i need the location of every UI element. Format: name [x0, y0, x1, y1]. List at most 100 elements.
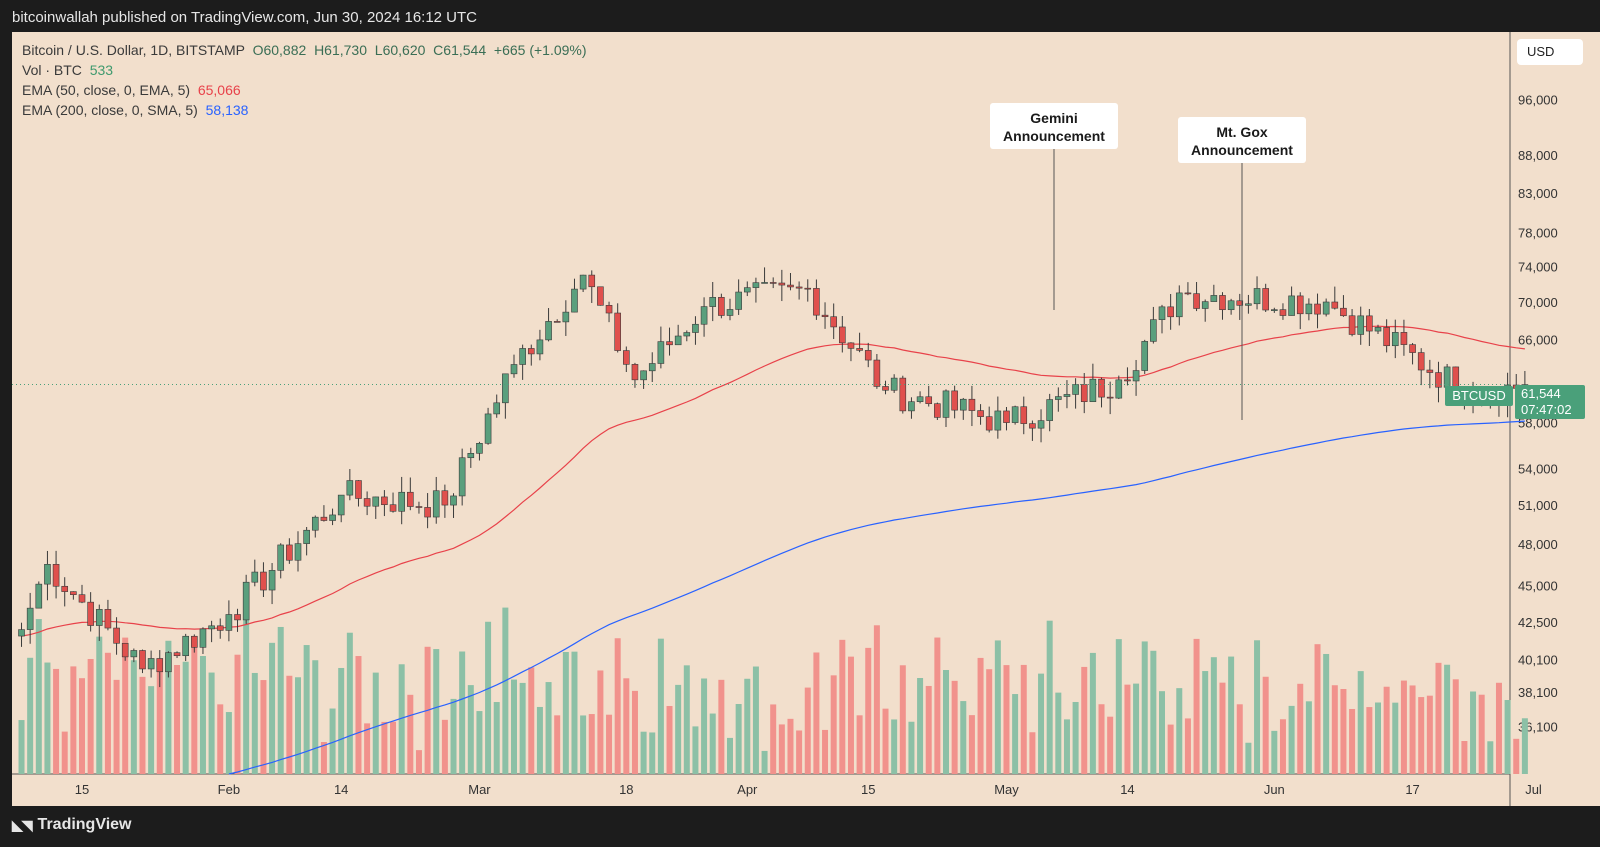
volume-bar — [934, 637, 941, 774]
volume-bar — [1340, 689, 1347, 774]
candle-body — [1348, 315, 1356, 335]
candle-body — [458, 457, 466, 497]
volume-bar — [1521, 718, 1528, 774]
candle-body — [1262, 288, 1269, 311]
candle-body — [1072, 384, 1079, 395]
legend-open: O60,882 — [252, 42, 307, 58]
candle-body — [484, 413, 492, 444]
candle-body — [813, 288, 820, 316]
volume-bar — [303, 645, 310, 774]
volume-bar — [554, 715, 561, 774]
volume-bar — [1193, 638, 1200, 774]
candle-body — [1124, 379, 1131, 382]
candle-body — [311, 516, 319, 531]
candle-body — [1245, 303, 1252, 306]
volume-bar — [390, 721, 397, 774]
legend-low: L60,620 — [374, 42, 426, 58]
candle-body — [502, 373, 509, 404]
volume-bar — [830, 675, 837, 774]
volume-bar — [139, 676, 146, 774]
volume-bar — [511, 679, 517, 774]
volume-bar — [822, 729, 829, 774]
chart-legend: Bitcoin / U.S. Dollar, 1D, BITSTAMP O60,… — [22, 40, 587, 120]
candle-body — [571, 288, 578, 313]
volume-bar — [623, 678, 630, 774]
candle-body — [856, 348, 863, 351]
candle-body — [735, 291, 742, 310]
time-axis-tick-label: 14 — [334, 782, 348, 797]
volume-bar — [441, 719, 448, 774]
volume-bar — [18, 720, 25, 774]
gemini-annotation[interactable]: Gemini Announcement — [990, 103, 1118, 149]
currency-button[interactable]: USD — [1517, 39, 1583, 65]
price-axis-tick-label: 96,000 — [1518, 92, 1558, 107]
volume-bar — [1063, 719, 1070, 774]
candle-body — [1331, 301, 1339, 309]
volume-bar — [1176, 688, 1183, 774]
volume-bar — [130, 660, 137, 774]
legend-ema200-label[interactable]: EMA (200, close, 0, SMA, 5) — [22, 102, 198, 118]
volume-bar — [182, 661, 189, 774]
volume-bar — [355, 656, 362, 774]
volume-bar — [96, 636, 103, 774]
volume-bar — [320, 742, 327, 774]
legend-ema50-row: EMA (50, close, 0, EMA, 5) 65,066 — [22, 80, 587, 100]
candle-body — [864, 350, 872, 361]
gemini-annotation-line1: Gemini — [1030, 110, 1078, 126]
legend-symbol[interactable]: Bitcoin / U.S. Dollar, 1D, BITSTAMP — [22, 42, 245, 58]
volume-bar — [614, 638, 621, 774]
price-axis-tick-label: 54,000 — [1518, 461, 1558, 476]
volume-bar — [856, 715, 863, 774]
candle-body — [139, 650, 146, 670]
mtgox-annotation[interactable]: Mt. Gox Announcement — [1178, 117, 1306, 163]
volume-bar — [536, 706, 543, 774]
candle-body — [1167, 306, 1174, 318]
candle-body — [718, 297, 725, 316]
candle-body — [925, 396, 933, 404]
legend-vol-value: 533 — [89, 62, 114, 78]
candle-body — [1296, 295, 1304, 315]
volume-bar — [53, 668, 60, 774]
volume-bar — [44, 662, 51, 774]
volume-bar — [761, 750, 768, 774]
candle-body — [683, 332, 691, 337]
volume-bar — [562, 652, 569, 774]
volume-bar — [1236, 704, 1243, 774]
candle-body — [337, 494, 345, 516]
volume-bar — [1124, 684, 1131, 774]
candle-body — [985, 416, 993, 431]
volume-bar — [744, 678, 751, 774]
candle-body — [18, 629, 25, 637]
price-chart[interactable]: 96,000 88,000 83,000 78,000 74,000 70,000 66,0… — [0, 32, 1600, 806]
volume-bar — [1081, 666, 1088, 774]
candle-body — [467, 453, 475, 459]
volume-bar — [1046, 620, 1053, 774]
volume-bar — [804, 687, 811, 774]
candle-body — [1253, 288, 1261, 305]
volume-bar — [1141, 641, 1148, 774]
candle-body — [1443, 366, 1451, 388]
volume-bar — [148, 686, 155, 774]
volume-bar — [260, 680, 267, 774]
candle-body — [147, 658, 155, 670]
volume-bar — [450, 698, 457, 774]
volume-bar — [1167, 724, 1174, 774]
candle-body — [778, 282, 786, 286]
candle-body — [415, 506, 423, 508]
legend-ema50-label[interactable]: EMA (50, close, 0, EMA, 5) — [22, 82, 191, 98]
candle-body — [830, 316, 837, 328]
brand[interactable]: ◣◥ TradingView — [12, 816, 132, 834]
legend-vol-label[interactable]: Vol · BTC — [22, 62, 82, 78]
volume-bar — [597, 670, 604, 774]
candle-body — [1029, 423, 1036, 429]
volume-bar — [1089, 652, 1096, 774]
volume-bar — [1271, 730, 1278, 774]
candle-body — [510, 364, 518, 375]
volume-bar — [493, 702, 500, 774]
time-axis-tick-label: Jun — [1264, 782, 1285, 797]
candle-body — [666, 341, 673, 346]
volume-bar — [1314, 644, 1321, 774]
candle-body — [182, 635, 189, 657]
volume-bar — [61, 731, 68, 774]
brand-name: TradingView — [37, 816, 132, 833]
